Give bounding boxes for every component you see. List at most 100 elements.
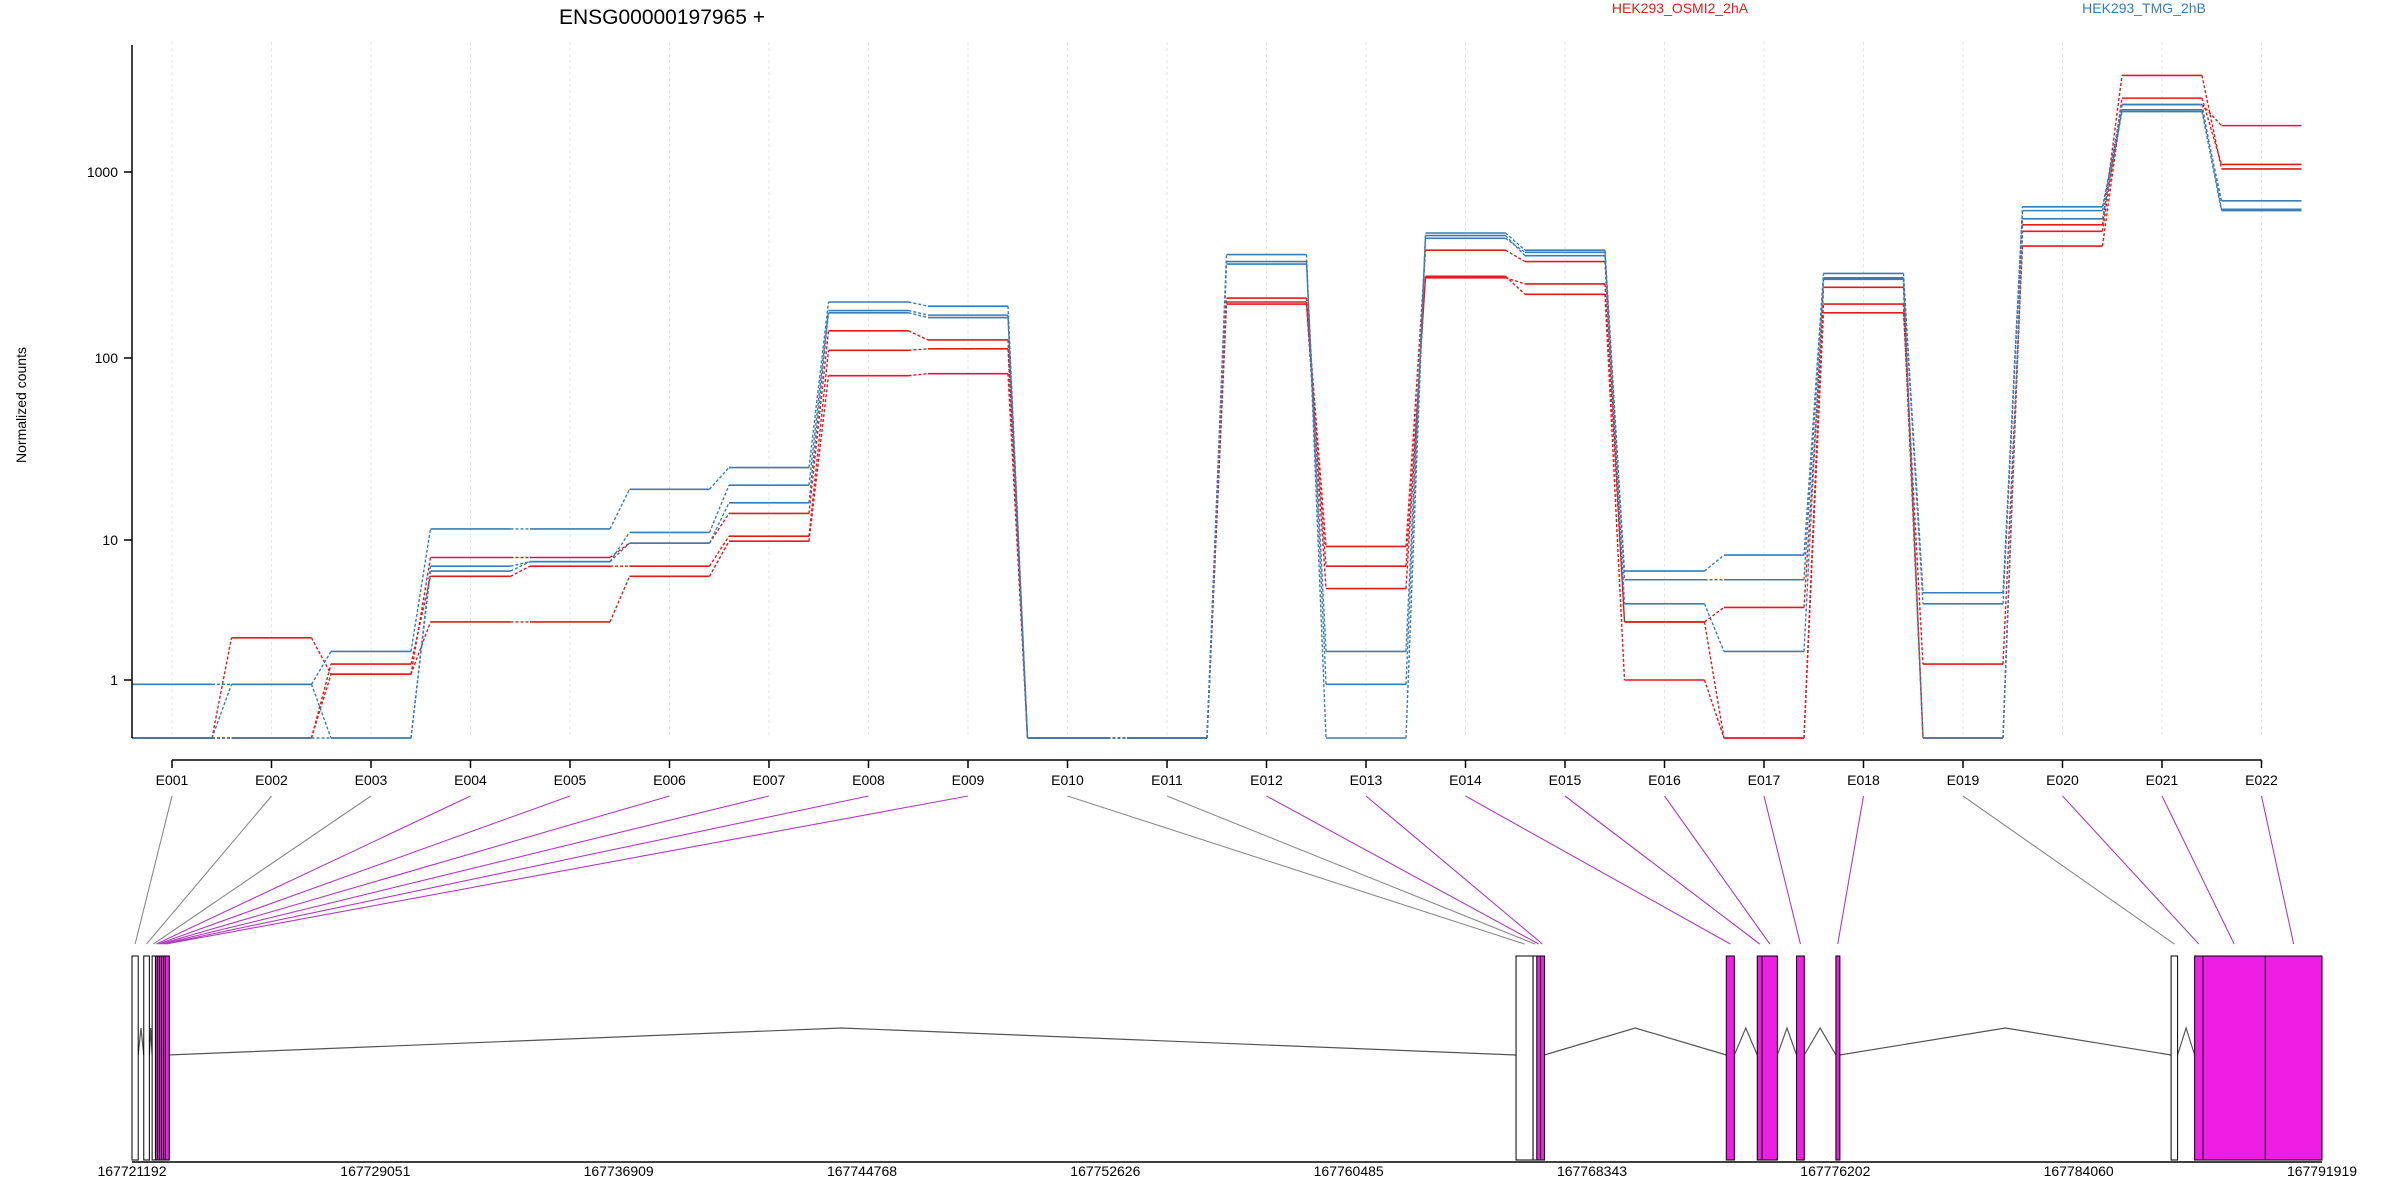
series-connector xyxy=(808,312,830,503)
guide-line xyxy=(2161,795,2235,945)
series-connector xyxy=(2101,98,2123,232)
coord-tick-label: 167776202 xyxy=(1800,1163,1870,1179)
series-connector xyxy=(310,684,332,739)
series-connector xyxy=(1505,237,1526,253)
series-2 xyxy=(132,97,2302,739)
series-connector xyxy=(609,532,631,563)
series-connector xyxy=(1803,273,1825,556)
gene-model xyxy=(131,955,2323,1161)
series-4 xyxy=(132,108,2302,739)
series-connector xyxy=(2201,104,2223,210)
exon-box-e010 xyxy=(1515,955,1534,1161)
series-connector xyxy=(808,375,830,542)
intron-line xyxy=(1839,1027,2172,1056)
series-connector xyxy=(708,467,730,490)
series-connector xyxy=(1206,264,1228,739)
series-connector xyxy=(1405,238,1427,652)
exon-box-e020 xyxy=(2194,955,2204,1161)
series-connector xyxy=(310,637,332,675)
intron-line xyxy=(2177,1026,2196,1056)
series-connector xyxy=(1703,679,1725,739)
x-tick-label: E022 xyxy=(2245,772,2278,788)
intron-line xyxy=(1733,1026,1758,1056)
series-connector xyxy=(410,528,432,652)
exon-box-e002 xyxy=(143,955,150,1161)
series-connector xyxy=(2002,218,2024,739)
x-tick-label: E011 xyxy=(1151,772,1183,788)
x-tick-label: E017 xyxy=(1748,772,1781,788)
coord-tick-label: 167721192 xyxy=(97,1163,166,1179)
guide-line xyxy=(1465,795,1731,945)
series-connector xyxy=(1604,261,1626,622)
series-5 xyxy=(132,103,2302,739)
guide-line xyxy=(164,795,869,945)
series-connector xyxy=(908,330,929,341)
series-connector xyxy=(708,535,730,567)
x-tick-label: E006 xyxy=(653,772,686,788)
guide-line xyxy=(1664,795,1771,945)
series-connector xyxy=(310,651,332,685)
guide-line xyxy=(158,795,571,945)
exon-box-e017 xyxy=(1796,955,1805,1161)
x-axis: E001 E002 E003 E004 E005 E006 E007 E008 E009 E010… xyxy=(156,759,2278,788)
series-connector xyxy=(1803,279,1825,652)
guide-line xyxy=(146,795,272,945)
series-connector xyxy=(1604,294,1626,681)
series-connector xyxy=(1505,277,1526,285)
series-connector xyxy=(708,484,730,533)
guide-line xyxy=(1166,795,1536,945)
grid xyxy=(171,42,2262,738)
guide-line xyxy=(1837,795,1865,945)
x-tick-label: E016 xyxy=(1648,772,1681,788)
coord-tick-label: 167791919 xyxy=(2287,1163,2357,1179)
series-connector xyxy=(908,309,929,316)
coord-tick-label: 167752626 xyxy=(1070,1163,1140,1179)
series-connector xyxy=(1604,283,1626,622)
coord-tick-label: 167744768 xyxy=(827,1163,897,1179)
y-axis: 1 10 100 1000 xyxy=(87,45,133,738)
series-connector xyxy=(310,674,332,739)
x-tick-label: E018 xyxy=(1847,772,1880,788)
series-connector xyxy=(1305,301,1327,567)
genomic-coordinate-axis: 167721192 167729051 167736909 167744768 1677… xyxy=(97,1161,2357,1179)
series-connector xyxy=(708,540,730,577)
series-connector xyxy=(609,542,630,559)
series-connector xyxy=(708,502,730,544)
coord-tick-label: 167784060 xyxy=(2044,1163,2114,1179)
guide-line xyxy=(162,795,770,945)
series-connector xyxy=(1902,279,1924,739)
series-connector xyxy=(2002,245,2024,665)
series-connector xyxy=(1505,249,1526,263)
series-connector xyxy=(2101,104,2123,247)
exon-box-e018 xyxy=(1835,955,1841,1161)
series-connector xyxy=(510,561,531,572)
series-connector xyxy=(808,310,830,486)
series-connector xyxy=(1305,261,1327,685)
series-connector xyxy=(1505,275,1526,295)
guide-line xyxy=(1266,795,1539,945)
x-tick-label: E008 xyxy=(852,772,885,788)
series-connector xyxy=(1405,235,1427,685)
series-connector xyxy=(1703,621,1725,739)
exon-box-e016 xyxy=(1761,955,1778,1161)
series-connector xyxy=(2002,206,2024,593)
series-6 xyxy=(132,110,2302,739)
exon-box-e021 xyxy=(2202,955,2266,1161)
intron-line xyxy=(1544,1027,1727,1056)
x-tick-label: E021 xyxy=(2146,772,2179,788)
intron-line xyxy=(167,1027,1517,1056)
series-connector xyxy=(510,561,531,567)
series-connector xyxy=(908,348,929,351)
series-connector xyxy=(211,637,233,739)
series-connector xyxy=(1703,603,1725,652)
series-connector xyxy=(211,684,233,739)
series-connector xyxy=(908,312,929,319)
series-connector xyxy=(2201,111,2223,211)
y-axis-label: Normalized counts xyxy=(13,347,29,463)
exon-box-e019 xyxy=(2170,955,2179,1161)
guide-line xyxy=(2062,795,2200,945)
series-connector xyxy=(609,576,631,623)
series-connector xyxy=(510,565,531,577)
series-connector xyxy=(908,301,929,307)
